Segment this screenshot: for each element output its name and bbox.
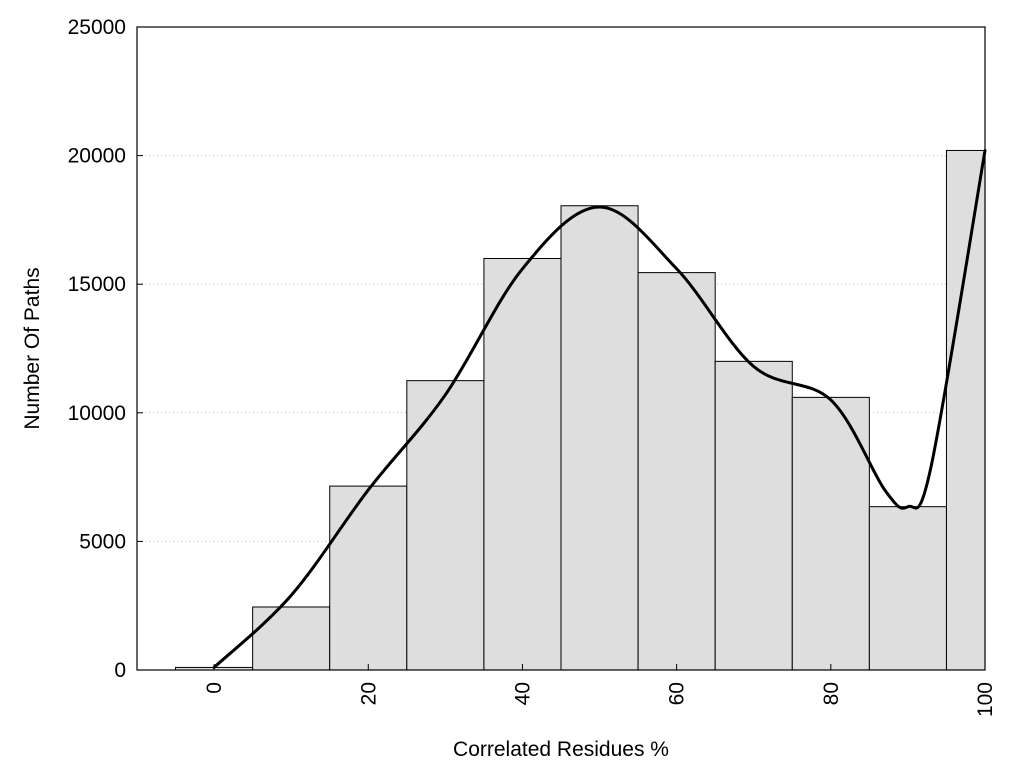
histogram-bar [714,360,793,671]
density-curve [212,148,987,669]
y-tick-label: 10000 [68,402,126,425]
histogram-bar [483,257,562,671]
y-axis-title: Number Of Paths [21,267,44,429]
histogram-bar [406,380,485,671]
plot-frame [136,26,986,671]
y-tick-label: 5000 [79,530,126,553]
histogram-bar [329,485,408,671]
y-tick-label: 15000 [68,273,126,296]
histogram-bar [945,149,986,671]
x-tick-label: 100 [974,682,997,717]
x-tick-label: 60 [666,682,689,705]
y-tick-label: 25000 [68,16,126,39]
y-tick-label: 0 [114,659,126,682]
x-axis-ticks: 0 20 40 60 80 100 [203,664,997,717]
x-tick-label: 20 [357,682,380,705]
x-tick-label: 0 [203,682,226,694]
density-curve-line [212,148,987,669]
histogram-bar [252,606,331,671]
histogram-bar [868,506,947,671]
histogram-bar [637,272,716,671]
x-tick-label: 80 [820,682,843,705]
x-tick-label: 40 [511,682,534,705]
x-axis-title: Correlated Residues % [453,738,669,761]
histogram-bars [175,149,986,671]
y-tick-label: 20000 [68,145,126,168]
y-axis-ticks: 0 5000 10000 15000 20000 25000 [68,16,143,682]
histogram-bar [560,205,639,671]
histogram-bar [791,396,870,671]
